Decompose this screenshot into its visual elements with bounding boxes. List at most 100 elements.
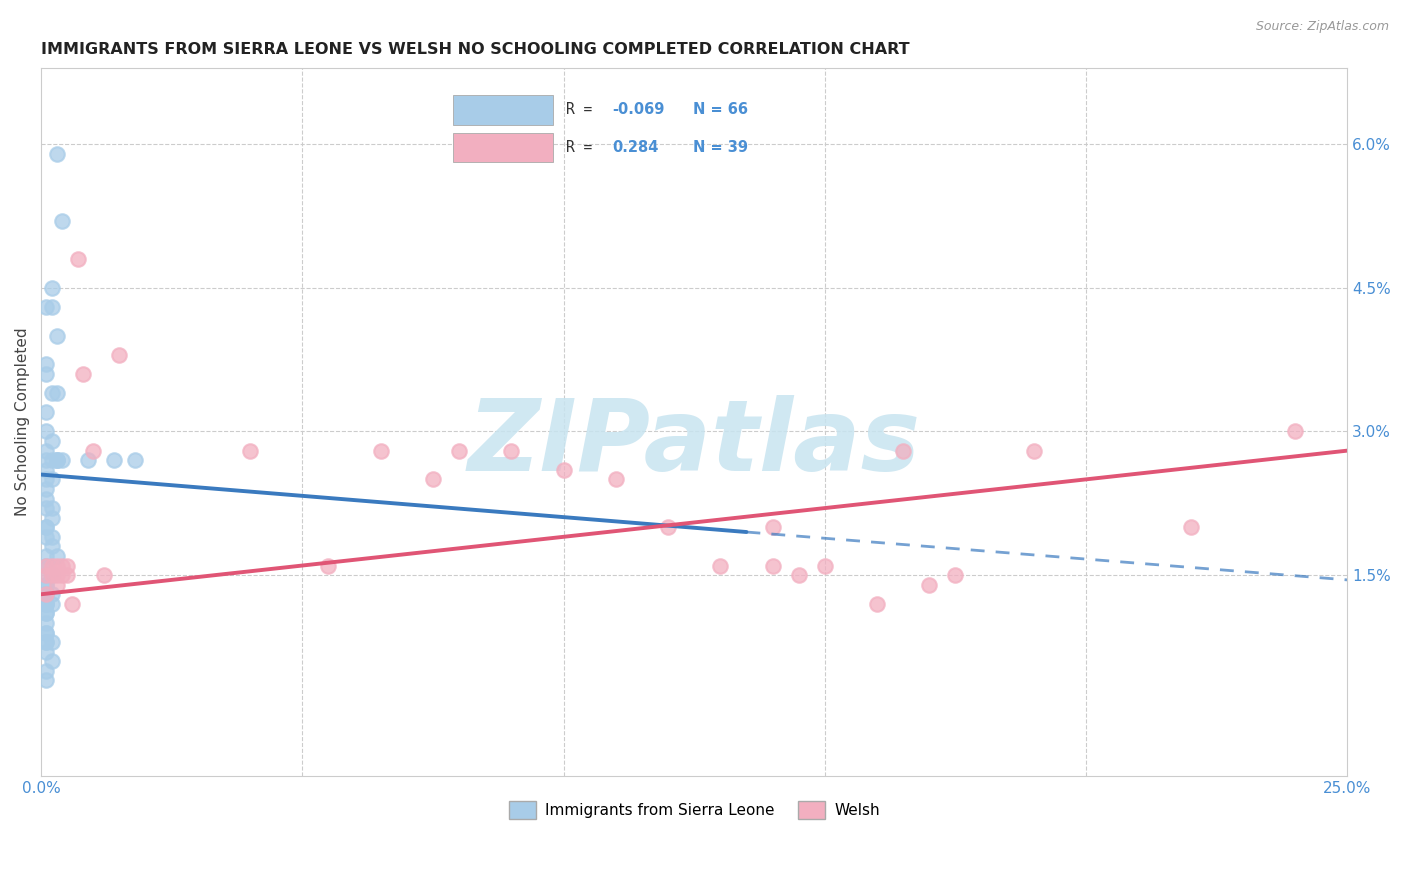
Point <box>35 501 58 516</box>
Point <box>35 568 58 582</box>
Point <box>787 568 810 582</box>
Point <box>35 635 58 649</box>
Point <box>41 530 63 544</box>
Point <box>45 453 67 467</box>
Point <box>41 635 63 649</box>
Point <box>35 615 58 630</box>
Point <box>35 558 58 573</box>
Point <box>1022 443 1045 458</box>
Point <box>35 673 58 688</box>
Point <box>41 281 63 295</box>
Point <box>35 645 58 659</box>
Point <box>77 453 100 467</box>
Point <box>72 367 94 381</box>
Text: Source: ZipAtlas.com: Source: ZipAtlas.com <box>1256 20 1389 33</box>
Point <box>35 530 58 544</box>
Point <box>35 625 58 640</box>
Point <box>45 328 67 343</box>
Point <box>761 558 783 573</box>
Point <box>41 540 63 554</box>
Point <box>45 386 67 401</box>
Point <box>553 463 575 477</box>
Point <box>45 453 67 467</box>
Point <box>35 472 58 486</box>
Point <box>41 558 63 573</box>
Point <box>51 568 73 582</box>
Point <box>35 587 58 601</box>
Point <box>108 348 131 362</box>
Point <box>66 252 89 267</box>
Point <box>422 472 444 486</box>
Point <box>918 577 941 591</box>
Point <box>891 443 914 458</box>
Point <box>35 664 58 678</box>
Point <box>709 558 731 573</box>
Point <box>35 597 58 611</box>
Point <box>35 443 58 458</box>
Point <box>45 568 67 582</box>
Point <box>41 386 63 401</box>
Point <box>35 482 58 496</box>
Point <box>45 558 67 573</box>
Legend: Immigrants from Sierra Leone, Welsh: Immigrants from Sierra Leone, Welsh <box>502 796 886 825</box>
Point <box>82 443 104 458</box>
Point <box>41 568 63 582</box>
Point <box>35 520 58 534</box>
Point <box>41 434 63 448</box>
Point <box>239 443 262 458</box>
Point <box>35 453 58 467</box>
Point <box>35 587 58 601</box>
Point <box>45 577 67 591</box>
Point <box>657 520 679 534</box>
Text: IMMIGRANTS FROM SIERRA LEONE VS WELSH NO SCHOOLING COMPLETED CORRELATION CHART: IMMIGRANTS FROM SIERRA LEONE VS WELSH NO… <box>41 42 910 57</box>
Point <box>41 654 63 668</box>
Point <box>1180 520 1202 534</box>
Point <box>318 558 340 573</box>
Point <box>35 577 58 591</box>
Point <box>41 587 63 601</box>
Point <box>41 568 63 582</box>
Point <box>35 463 58 477</box>
Point <box>35 367 58 381</box>
Point <box>35 587 58 601</box>
Point <box>51 558 73 573</box>
Point <box>761 520 783 534</box>
Point <box>35 597 58 611</box>
Point <box>35 549 58 563</box>
Point <box>51 214 73 228</box>
Point <box>35 425 58 439</box>
Point <box>41 472 63 486</box>
Point <box>35 568 58 582</box>
Point <box>35 491 58 506</box>
Point <box>814 558 837 573</box>
Point <box>35 577 58 591</box>
Point <box>41 510 63 524</box>
Point <box>35 520 58 534</box>
Point <box>41 597 63 611</box>
Point <box>41 453 63 467</box>
Point <box>866 597 889 611</box>
Point <box>35 607 58 621</box>
Point <box>93 568 115 582</box>
Point <box>501 443 523 458</box>
Point <box>56 558 79 573</box>
Point <box>35 635 58 649</box>
Text: ZIPatlas: ZIPatlas <box>468 394 921 491</box>
Point <box>35 558 58 573</box>
Point <box>35 558 58 573</box>
Point <box>45 549 67 563</box>
Point <box>41 300 63 314</box>
Point <box>35 405 58 419</box>
Point <box>35 597 58 611</box>
Point <box>945 568 967 582</box>
Point <box>35 358 58 372</box>
Point <box>41 501 63 516</box>
Point <box>605 472 627 486</box>
Point <box>62 597 84 611</box>
Point <box>45 146 67 161</box>
Point <box>370 443 392 458</box>
Point <box>56 568 79 582</box>
Point <box>1284 425 1306 439</box>
Point <box>35 607 58 621</box>
Y-axis label: No Schooling Completed: No Schooling Completed <box>15 327 30 516</box>
